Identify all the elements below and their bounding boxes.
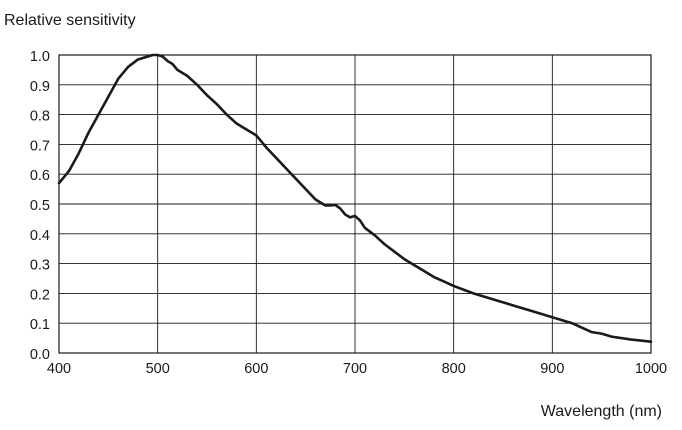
x-tick-label: 500	[146, 361, 170, 377]
y-tick-label: 1.0	[30, 49, 50, 65]
plot-frame	[58, 54, 652, 354]
x-tick-label: 900	[540, 361, 564, 377]
y-tick-label: 0.1	[30, 317, 50, 333]
y-tick-labels: 0.0 0.1 0.2 0.3 0.4 0.5 0.6 0.7 0.8 0.9 1.0	[30, 49, 50, 363]
y-tick-label: 0.4	[30, 228, 50, 244]
y-tick-label: 0.0	[30, 347, 50, 363]
y-axis-label: Relative sensitivity	[4, 12, 136, 29]
sensitivity-curve	[57, 53, 653, 343]
x-tick-label: 700	[343, 361, 367, 377]
x-tick-label: 400	[47, 361, 71, 377]
y-tick-label: 0.7	[30, 138, 50, 154]
grid-lines	[58, 54, 652, 354]
x-tick-labels: 400 500 600 700 800 900 1000	[47, 361, 667, 377]
x-tick-label: 600	[244, 361, 268, 377]
y-tick-label: 0.2	[30, 287, 50, 303]
y-tick-label: 0.5	[30, 198, 50, 214]
x-tick-label: 1000	[635, 361, 667, 377]
series-group	[57, 53, 653, 343]
y-tick-label: 0.8	[30, 109, 50, 125]
x-tick-label: 800	[442, 361, 466, 377]
y-tick-label: 0.9	[30, 79, 50, 95]
x-axis-label: Wavelength (nm)	[541, 403, 662, 420]
y-tick-label: 0.6	[30, 168, 50, 184]
y-tick-label: 0.3	[30, 258, 50, 274]
